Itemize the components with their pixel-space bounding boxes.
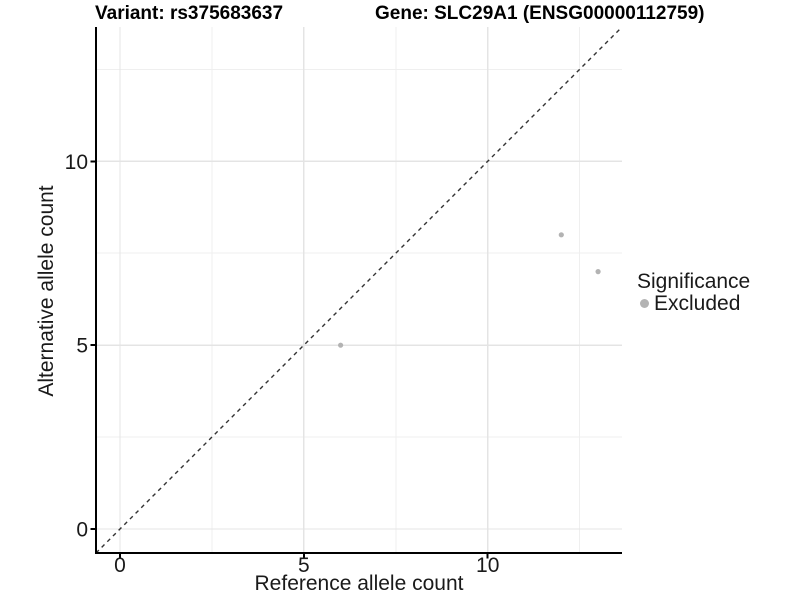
legend: Significance Excluded bbox=[637, 270, 751, 315]
legend-item-label: Excluded bbox=[654, 291, 741, 315]
svg-text:0: 0 bbox=[114, 554, 126, 577]
plot-title-variant: Variant: rs375683637 bbox=[95, 3, 284, 24]
legend-item: Excluded bbox=[637, 291, 750, 315]
svg-text:5: 5 bbox=[298, 554, 310, 577]
svg-text:10: 10 bbox=[65, 151, 88, 174]
y-axis-title: Alternative allele count bbox=[35, 185, 58, 397]
excluded-point-icon bbox=[640, 298, 649, 308]
svg-text:10: 10 bbox=[476, 554, 499, 577]
legend-title: Significance bbox=[637, 270, 751, 293]
x-axis-title: Reference allele count bbox=[254, 572, 464, 595]
plot-title-gene: Gene: SLC29A1 (ENSG00000112759) bbox=[375, 3, 705, 24]
svg-text:5: 5 bbox=[76, 335, 88, 358]
svg-text:0: 0 bbox=[76, 519, 88, 542]
